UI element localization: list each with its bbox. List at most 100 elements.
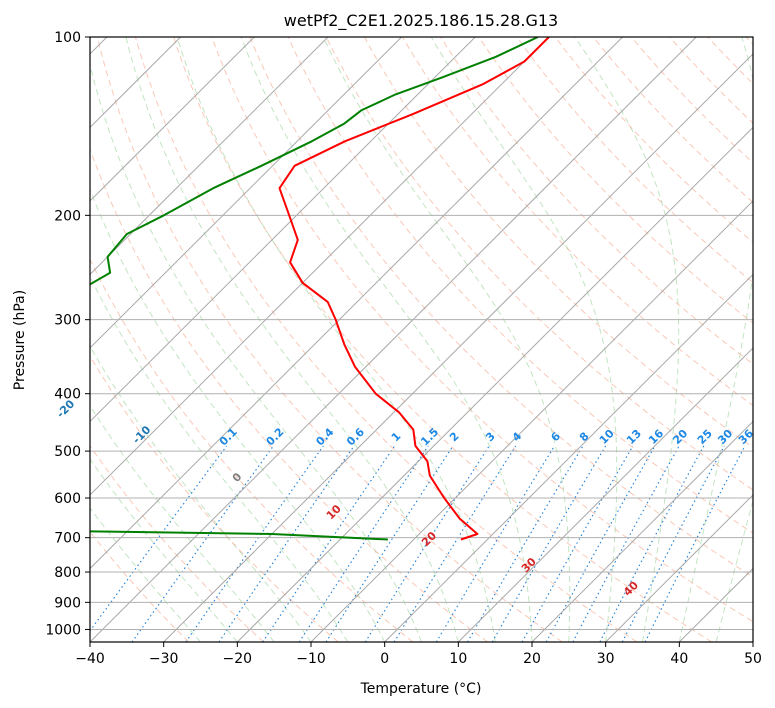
y-tick-label: 300 [54,313,81,329]
dry-adiabat-line [325,37,753,491]
moist-adiabat-line [678,37,753,642]
moist-adiabat-line [322,37,571,642]
moist-adiabat-line [125,37,459,642]
x-tick-label: 20 [523,651,541,667]
y-tick-label: 400 [54,387,81,403]
background-lines [90,37,753,642]
moist-adiabat-line [430,37,618,642]
isotherm-line [531,420,753,642]
isotherm-line [90,37,255,202]
y-tick-label: 1000 [45,622,81,638]
dry-adiabat-line [90,258,414,642]
mixing-ratio-line [364,445,490,642]
mixing-ratio-line [491,445,607,642]
isotherm-line [605,494,753,642]
plot-frame [89,36,754,643]
dry-adiabat-line [669,37,753,124]
y-tick-label: 700 [54,531,81,547]
moist-adiabat-line [90,188,386,642]
mixing-ratio-line [393,445,517,642]
dry-adiabat-line [90,530,190,642]
isotherm-line [457,347,753,642]
moist-adiabat-line [90,62,422,642]
mixing-ratio-line [262,445,396,642]
x-tick-label: 10 [449,651,467,667]
isotherm-line [90,37,697,642]
moist-adiabat-line [240,37,533,642]
mixing-ratio-label: 16 [646,427,666,447]
temperature-profile-line [278,37,550,541]
profile-lines [90,37,550,541]
mixing-ratio-lines [90,445,746,642]
mixing-ratio-label: 0.4 [313,425,336,448]
isotherm-line [90,37,329,276]
moist-adiabat-line [90,345,312,642]
y-tick-label: 100 [54,30,81,46]
mixing-ratio-line [572,445,680,642]
y-tick-label: 500 [54,444,81,460]
dry-adiabat-line [90,147,488,642]
y-axis-title: Pressure (hPa) [12,290,28,390]
dry-adiabat-line [554,37,753,243]
dry-adiabat-label: 40 [621,579,641,599]
moist-adiabat-line [90,275,349,642]
dry-adiabat-line [516,37,753,284]
mixing-ratio-line [325,445,454,642]
y-tick-label: 200 [54,208,81,224]
isotherm-line [678,567,753,642]
dry-adiabat-line [707,37,753,85]
isotherm-lines [90,37,753,642]
mixing-ratio-label: 10 [597,427,617,447]
dry-adiabat-label: -10 [130,423,153,446]
moist-adiabat-line [90,507,201,642]
mixing-ratio-label: 30 [715,427,735,447]
dry-adiabat-line [211,37,753,623]
mixing-ratio-label: 1.5 [418,425,441,448]
dry-adiabat-label: -30 [0,361,1,384]
y-tick-label: 600 [54,491,81,507]
iso-labels: -100-90-80-70-60-50-40-30-20-10010203040… [0,361,756,599]
dry-adiabat-label: 0 [230,470,245,485]
mixing-ratio-label: 2 [447,430,462,445]
mixing-ratio-line [644,445,746,642]
x-tick-label: 0 [380,651,389,667]
dry-adiabat-line [287,37,753,534]
mixing-ratio-label: 1 [389,430,404,445]
moist-adiabat-line [176,37,496,642]
dry-adiabat-line [134,37,638,642]
mixing-ratio-line [298,445,429,642]
isotherm-line [384,273,753,642]
x-tick-label: −30 [149,651,179,667]
mixing-ratio-line [185,445,324,642]
chart-title: wetPf2_C2E1.2025.186.15.28.G13 [284,11,558,31]
dry-adiabat-lines [90,37,753,642]
mixing-ratio-label: 6 [548,429,563,444]
isotherm-line [90,37,403,349]
mixing-ratio-line [545,445,656,642]
x-tick-label: −40 [75,651,105,667]
y-axis: 100 200 300 400 500 600 700 800 900 1000 [45,30,90,638]
isotherm-line [752,641,753,642]
x-tick-label: 50 [744,651,762,667]
moist-adiabat-lines [90,37,753,642]
mixing-ratio-line [467,445,584,642]
mixing-ratio-line [599,445,705,642]
isotherm-line [90,37,476,423]
mixing-ratio-line [131,445,274,642]
moist-adiabat-line [715,499,753,642]
mixing-ratio-label: 8 [577,430,592,445]
mixing-ratio-label: 0.1 [217,425,240,448]
moist-adiabat-line [90,404,275,642]
dry-adiabat-line [90,445,264,642]
dry-adiabat-line [478,37,753,324]
x-tick-label: −10 [296,651,326,667]
isotherm-line [310,200,753,642]
moist-adiabat-line [90,458,238,642]
mixing-ratio-line [90,445,228,632]
dry-adiabat-line [90,355,339,642]
mixing-ratio-label: 0.6 [344,425,367,448]
y-tick-label: 900 [54,595,81,611]
dry-adiabat-line [592,37,753,203]
x-tick-label: 40 [670,651,688,667]
